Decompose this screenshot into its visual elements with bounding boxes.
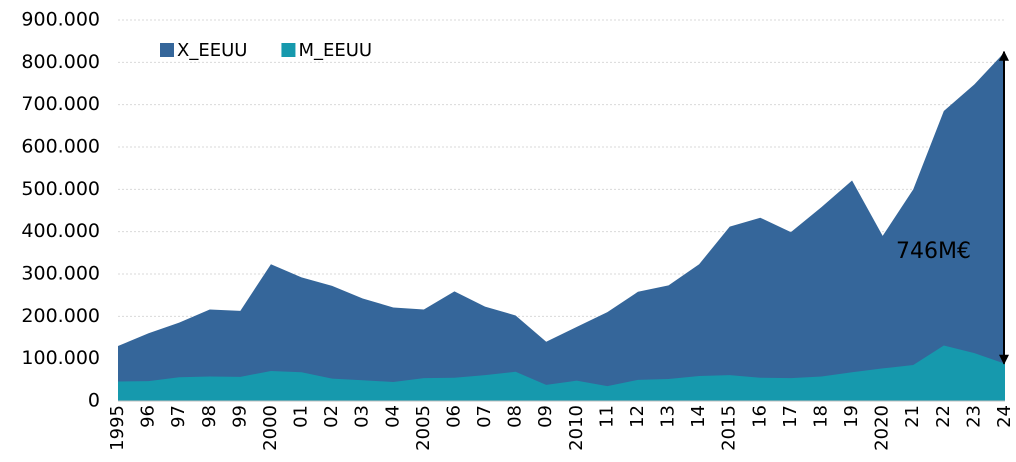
y-tick-label: 0 bbox=[88, 390, 100, 412]
y-tick-label: 300.000 bbox=[21, 263, 100, 285]
x-tick-label: 23 bbox=[963, 405, 984, 428]
y-tick-label: 500.000 bbox=[21, 178, 100, 200]
legend-label: X_EEUU bbox=[177, 40, 247, 61]
annotation: 746M€ bbox=[896, 239, 971, 264]
y-tick-label: 800.000 bbox=[21, 51, 100, 73]
y-tick-label: 400.000 bbox=[21, 220, 100, 242]
x-tick-label: 18 bbox=[810, 405, 831, 428]
x-tick-label: 01 bbox=[291, 405, 312, 428]
y-tick-label: 100.000 bbox=[21, 347, 100, 369]
area bbox=[118, 51, 1005, 401]
x-tick-label: 19 bbox=[841, 405, 862, 428]
legend-label: M_EEUU bbox=[298, 40, 372, 61]
x-tick-label: 2020 bbox=[872, 405, 893, 451]
x-tick-label: 22 bbox=[933, 405, 954, 428]
x-tick-label: 09 bbox=[535, 405, 556, 428]
x-tick-label: 99 bbox=[229, 405, 250, 428]
legend-swatch bbox=[281, 43, 296, 57]
x-tick-label: 1995 bbox=[107, 405, 128, 451]
y-tick-label: 200.000 bbox=[21, 305, 100, 327]
x-tick-label: 12 bbox=[627, 405, 648, 428]
y-tick-label: 900.000 bbox=[21, 9, 100, 31]
x-tick-label: 21 bbox=[902, 405, 923, 428]
x-tick-label: 2005 bbox=[413, 405, 434, 451]
x-tick-label: 2010 bbox=[566, 405, 587, 451]
x-tick-label: 03 bbox=[352, 405, 373, 428]
x-tick-label: 11 bbox=[596, 405, 617, 428]
x-tick-label: 17 bbox=[780, 405, 801, 428]
x-tick-label: 98 bbox=[199, 405, 220, 428]
x-tick-label: 2015 bbox=[719, 405, 740, 451]
x-tick-label: 02 bbox=[321, 405, 342, 428]
x-tick-label: 14 bbox=[688, 405, 709, 428]
x-tick-label: 06 bbox=[443, 405, 464, 428]
x-tick-label: 04 bbox=[382, 405, 403, 428]
x-tick-label: 24 bbox=[994, 405, 1015, 428]
x-tick-label: 96 bbox=[138, 405, 159, 428]
area bbox=[118, 345, 1005, 401]
legend-swatch bbox=[160, 43, 174, 57]
x-tick-label: 97 bbox=[168, 405, 189, 428]
x-tick-label: 2000 bbox=[260, 405, 281, 451]
x-tick-label: 07 bbox=[474, 405, 495, 428]
x-tick-label: 08 bbox=[505, 405, 526, 428]
y-tick-label: 600.000 bbox=[21, 136, 100, 158]
x-tick-label: 13 bbox=[658, 405, 679, 428]
y-tick-label: 700.000 bbox=[21, 93, 100, 115]
x-tick-label: 16 bbox=[749, 405, 770, 428]
